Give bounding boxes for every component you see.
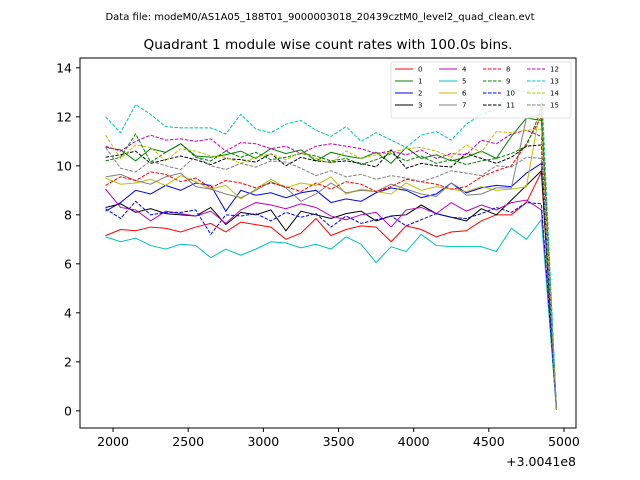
y-tick-label: 6	[64, 256, 72, 271]
legend-label-14: 14	[550, 90, 559, 98]
legend-label-8: 8	[506, 66, 510, 74]
series-layer	[105, 82, 557, 410]
y-tick-label: 0	[64, 403, 72, 418]
legend-label-9: 9	[506, 78, 510, 86]
x-tick-label: 3000	[247, 434, 279, 449]
legend-label-4: 4	[462, 66, 467, 74]
x-tick-label: 4000	[398, 434, 430, 449]
y-tick-label: 12	[56, 109, 72, 124]
y-tick-label: 8	[64, 207, 72, 222]
x-tick-label: 5000	[548, 434, 580, 449]
series-line-12	[105, 129, 557, 410]
x-tick-label: 4500	[473, 434, 505, 449]
legend-label-0: 0	[418, 66, 422, 74]
series-line-15	[105, 147, 557, 410]
legend-label-12: 12	[550, 66, 559, 74]
y-tick-label: 4	[64, 305, 72, 320]
x-axis-offset-label: +3.0041e8	[506, 454, 576, 469]
chart-title: Quadrant 1 module wise count rates with …	[144, 37, 513, 53]
series-line-0	[105, 170, 557, 410]
legend-label-10: 10	[506, 90, 515, 98]
series-line-11	[105, 144, 557, 410]
series-line-7	[105, 113, 557, 410]
y-tick-label: 14	[56, 60, 72, 75]
legend-frame	[390, 61, 572, 119]
series-line-5	[105, 218, 557, 410]
series-line-10	[105, 200, 557, 410]
legend-label-7: 7	[462, 102, 466, 110]
legend-label-13: 13	[550, 78, 559, 86]
legend-label-6: 6	[462, 90, 467, 98]
x-tick-label: 2500	[172, 434, 204, 449]
legend-label-15: 15	[550, 102, 559, 110]
legend-label-11: 11	[506, 102, 515, 110]
legend-label-3: 3	[418, 102, 422, 110]
x-tick-label: 2000	[97, 434, 129, 449]
x-tick-label: 3500	[323, 434, 355, 449]
series-line-8	[105, 115, 557, 410]
series-line-4	[105, 188, 557, 410]
series-line-3	[105, 169, 557, 410]
series-line-2	[105, 162, 557, 410]
series-line-14	[105, 128, 557, 410]
legend-label-1: 1	[418, 78, 422, 86]
chart-suptitle: Data file: modeM0/AS1A05_188T01_90000030…	[105, 12, 534, 23]
axes-frame	[79, 57, 577, 429]
y-tick-label: 10	[56, 158, 72, 173]
series-line-6	[105, 102, 557, 410]
series-line-9	[105, 109, 557, 410]
y-axis: 0 2 4 6 8 10 12 14	[56, 60, 80, 418]
legend-label-5: 5	[462, 78, 466, 86]
legend-label-2: 2	[418, 90, 422, 98]
y-tick-label: 2	[64, 354, 72, 369]
x-axis: 2000 2500 3000 3500 4000 4500 5000	[97, 428, 580, 449]
